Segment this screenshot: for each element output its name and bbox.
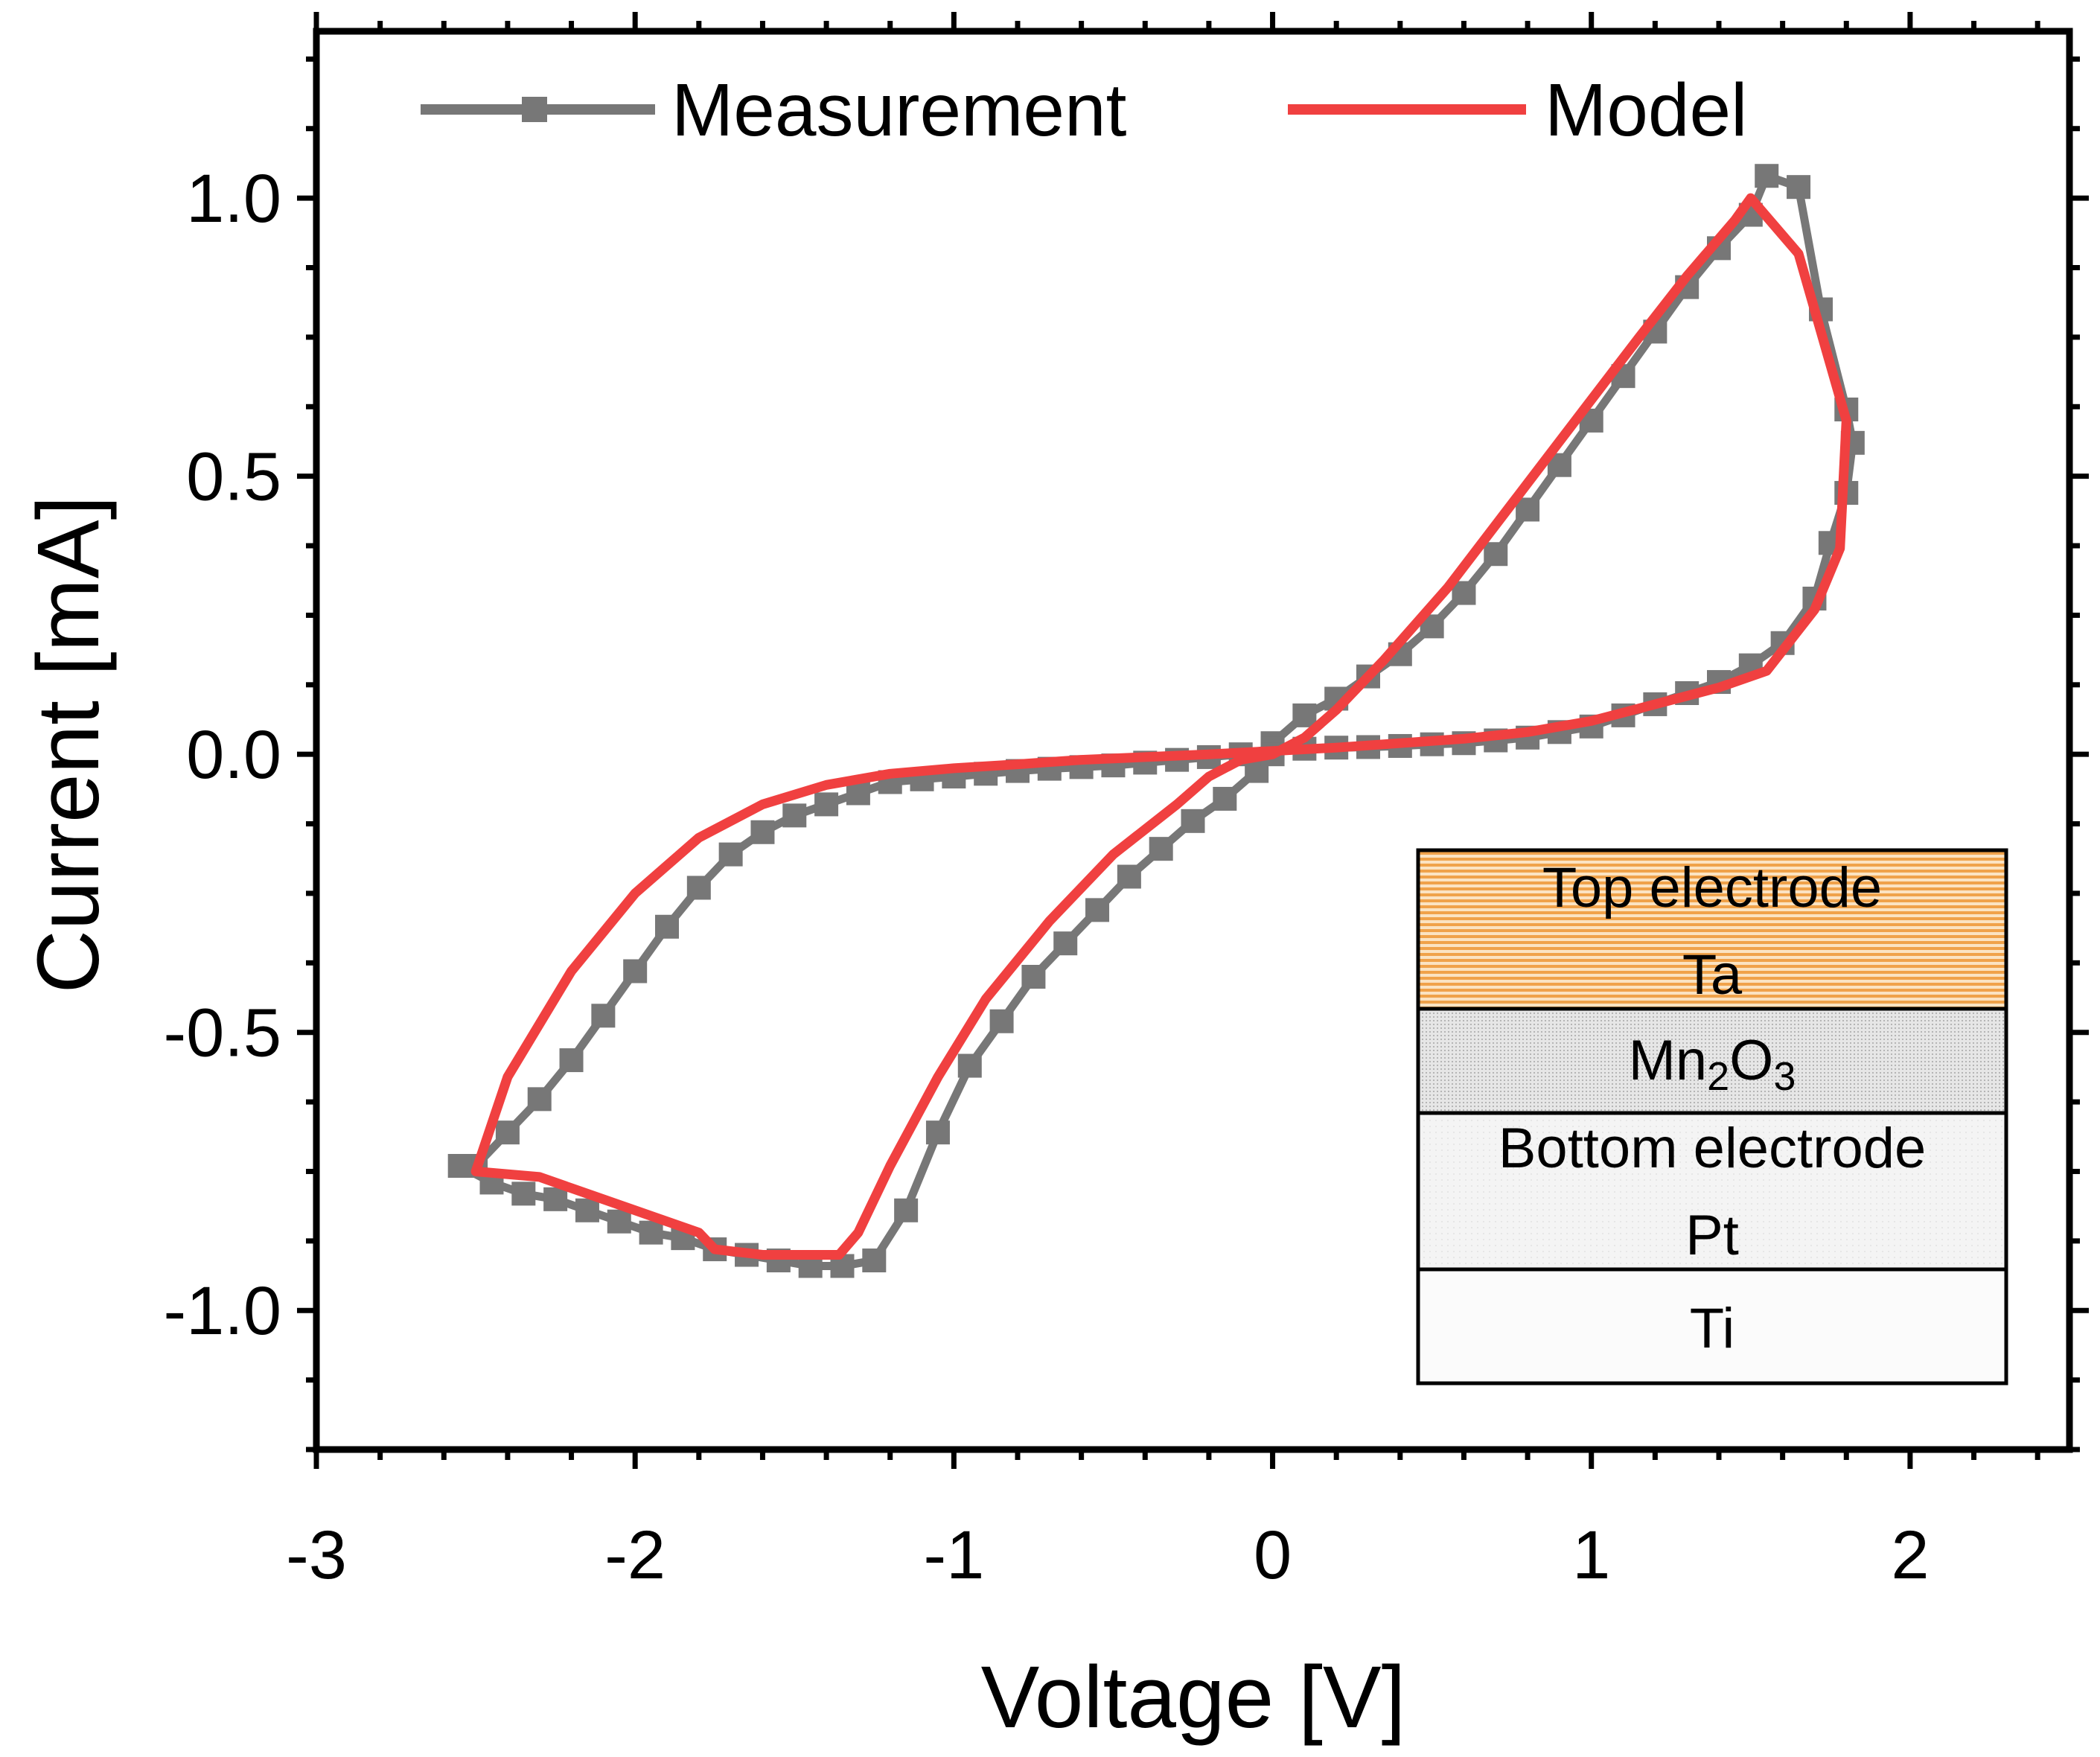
layer-top-electrode bbox=[1416, 848, 2008, 1011]
measurement-point bbox=[623, 959, 648, 983]
legend-measurement-marker bbox=[522, 97, 547, 122]
layer-ta-label: Ta bbox=[1682, 943, 1743, 1007]
layer-stack-inset: Top electrode Ta Mn2O3 Bottom electrode … bbox=[1416, 848, 2008, 1385]
measurement-point bbox=[607, 1209, 631, 1234]
y-tick-label: 0.0 bbox=[186, 717, 281, 793]
plot-series bbox=[447, 164, 1865, 1278]
measurement-point bbox=[925, 1120, 950, 1145]
x-tick-label: -1 bbox=[923, 1517, 984, 1593]
measurement-point bbox=[1213, 786, 1237, 811]
measurement-point bbox=[575, 1198, 599, 1222]
measurement-point bbox=[957, 1053, 982, 1078]
measurement-point bbox=[1085, 898, 1110, 922]
measurement-point bbox=[782, 803, 807, 828]
x-tick-labels: -3 -2 -1 0 1 2 bbox=[286, 1517, 1929, 1593]
measurement-point bbox=[495, 1120, 520, 1145]
measurement-point bbox=[655, 914, 679, 939]
measurement-point bbox=[1021, 965, 1046, 989]
measurement-point bbox=[639, 1220, 663, 1245]
measurement-point bbox=[814, 792, 839, 817]
layer-top-electrode-label: Top electrode bbox=[1542, 856, 1882, 919]
measurement-point bbox=[1755, 164, 1779, 188]
layer-mn2o3-label: Mn2O3 bbox=[1629, 1029, 1796, 1099]
layer-mn2o3 bbox=[1416, 1007, 2008, 1115]
y-tick-label: -1.0 bbox=[163, 1273, 281, 1349]
measurement-point bbox=[718, 842, 743, 867]
measurement-point bbox=[862, 1249, 887, 1272]
layer-bottom-electrode bbox=[1416, 1111, 2008, 1272]
measurement-point bbox=[686, 876, 711, 900]
layer-ti-label: Ti bbox=[1690, 1297, 1735, 1360]
plot-frame bbox=[313, 28, 2073, 1453]
measurement-point bbox=[527, 1087, 552, 1112]
measurement-point bbox=[1516, 497, 1540, 522]
x-axis-label: Voltage [V] bbox=[981, 1648, 1406, 1747]
measurement-point bbox=[591, 1004, 616, 1028]
y-tick-label: 1.0 bbox=[186, 161, 281, 237]
legend-model-label: Model bbox=[1545, 68, 1747, 152]
x-tick-label: 2 bbox=[1891, 1517, 1929, 1593]
measurement-point bbox=[511, 1182, 536, 1206]
x-tick-label: 0 bbox=[1254, 1517, 1292, 1593]
layer-pt-label: Pt bbox=[1685, 1204, 1739, 1267]
layer-bottom-electrode-label: Bottom electrode bbox=[1499, 1117, 1927, 1180]
model-line bbox=[470, 193, 1851, 1260]
measurement-point bbox=[1484, 542, 1508, 567]
legend-measurement-label: Measurement bbox=[671, 68, 1127, 152]
layer-ti bbox=[1416, 1267, 2008, 1385]
legend: Measurement Model bbox=[421, 68, 1747, 152]
y-tick-label: -0.5 bbox=[163, 995, 281, 1071]
x-tick-label: -3 bbox=[286, 1517, 347, 1593]
measurement-point bbox=[894, 1198, 919, 1222]
y-tick-labels: -1.0 -0.5 0.0 0.5 1.0 bbox=[163, 161, 281, 1349]
measurement-point bbox=[1053, 931, 1078, 956]
measurement-point bbox=[1149, 837, 1173, 861]
x-tick-label: 1 bbox=[1572, 1517, 1610, 1593]
x-tick-label: -2 bbox=[604, 1517, 666, 1593]
measurement-point bbox=[1117, 864, 1141, 889]
y-tick-label: 0.5 bbox=[186, 439, 281, 515]
measurement-point bbox=[750, 820, 775, 844]
measurement-point bbox=[1292, 703, 1317, 727]
measurement-point bbox=[447, 1154, 472, 1178]
measurement-point bbox=[989, 1009, 1014, 1033]
measurement-point bbox=[1787, 175, 1811, 200]
measurement-point bbox=[1452, 581, 1476, 605]
y-axis-label: Current [mA] bbox=[19, 496, 118, 994]
measurement-point bbox=[1181, 809, 1205, 833]
measurement-point bbox=[559, 1048, 584, 1073]
measurement-point bbox=[543, 1187, 568, 1211]
